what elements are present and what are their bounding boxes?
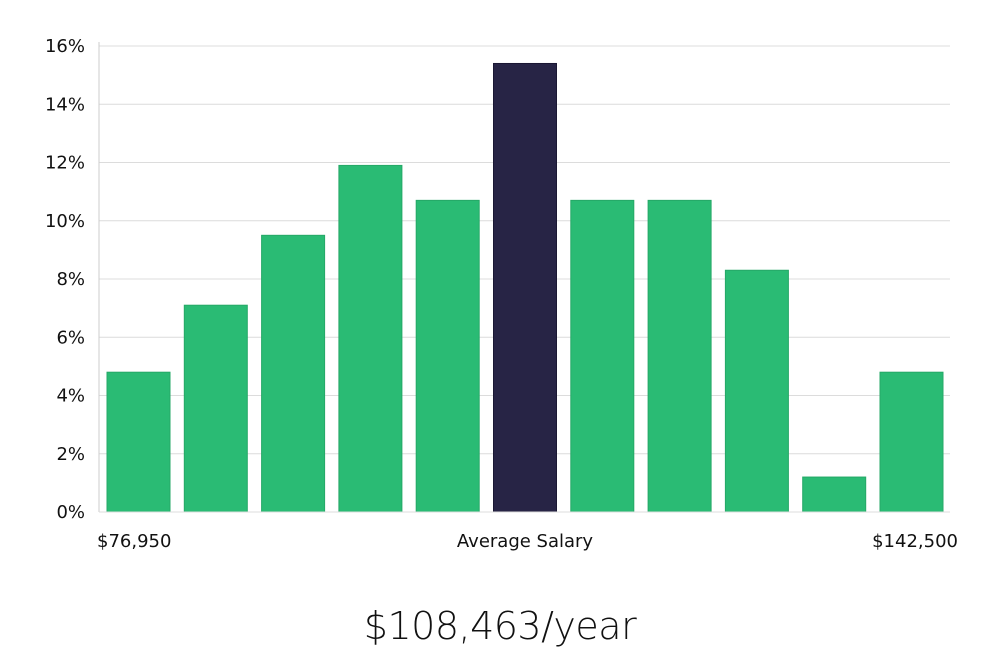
y-tick-label: 12% (45, 153, 85, 174)
bar (261, 234, 326, 513)
bar (106, 371, 171, 513)
chart-svg: 0% 2% 4% 6% 8% 10% 12% 14% 16% $76,950 Average Sal… (45, 36, 958, 552)
y-tick-label: 0% (56, 502, 85, 523)
average-salary-value: $108,463/year (363, 604, 637, 648)
bar (415, 199, 480, 513)
bar (338, 164, 403, 513)
bar (183, 304, 248, 513)
x-max-label: $142,500 (872, 531, 958, 552)
y-tick-label: 14% (45, 94, 85, 115)
x-min-label: $76,950 (97, 531, 171, 552)
bar (802, 476, 867, 513)
salary-distribution-chart: 0% 2% 4% 6% 8% 10% 12% 14% 16% $76,950 Average Sal… (45, 36, 958, 552)
x-axis-title: Average Salary (457, 531, 594, 552)
y-tick-label: 10% (45, 211, 85, 232)
y-tick-label: 2% (56, 444, 85, 465)
bar (647, 199, 712, 513)
bar (724, 269, 789, 513)
y-tick-label: 8% (56, 269, 85, 290)
y-tick-label: 6% (56, 327, 85, 348)
bar (570, 199, 635, 513)
bar (879, 371, 944, 513)
y-tick-label: 16% (45, 36, 85, 57)
y-tick-label: 4% (56, 386, 85, 407)
bar-highlight (493, 62, 557, 513)
